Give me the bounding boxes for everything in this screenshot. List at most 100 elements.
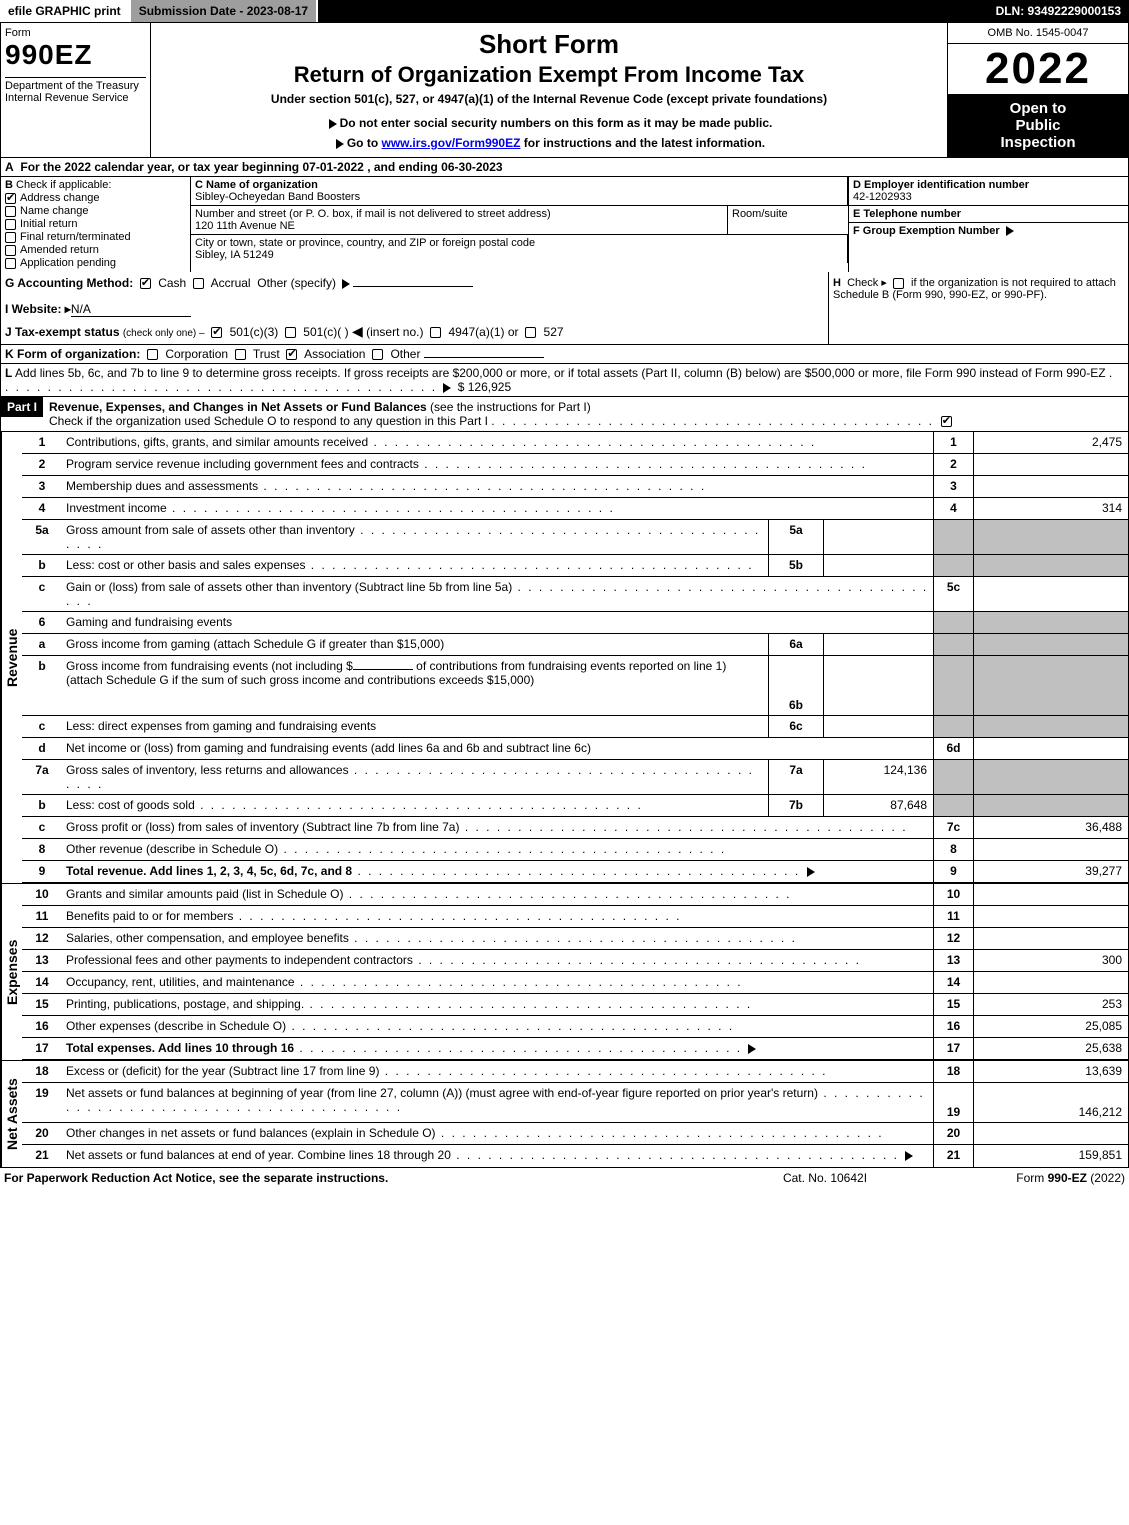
org-other-input[interactable]	[424, 357, 544, 358]
checkbox-icon[interactable]	[211, 327, 222, 338]
footer-paperwork: For Paperwork Reduction Act Notice, see …	[4, 1171, 725, 1185]
line-desc: Program service revenue including govern…	[62, 454, 933, 475]
row-k: K Form of organization: Corporation Trus…	[0, 345, 1129, 364]
line-17: 17 Total expenses. Add lines 10 through …	[22, 1038, 1128, 1060]
contrib-input[interactable]	[353, 669, 413, 670]
checkbox-icon[interactable]	[893, 278, 904, 289]
line-desc: Total revenue. Add lines 1, 2, 3, 4, 5c,…	[62, 861, 933, 882]
checkbox-icon[interactable]	[5, 232, 16, 243]
line-num: 13	[22, 950, 62, 971]
line-rval	[973, 577, 1128, 611]
revenue-vertical-label: Revenue	[1, 432, 22, 883]
grey-cell	[933, 520, 973, 554]
col-d: D Employer identification number 42-1202…	[848, 177, 1128, 272]
ein-label: D Employer identification number	[853, 179, 1124, 191]
row-l-label: L	[5, 366, 12, 380]
checkbox-icon[interactable]	[285, 327, 296, 338]
line-6a: a Gross income from gaming (attach Sched…	[22, 634, 1128, 656]
chk-application-pending[interactable]: Application pending	[5, 257, 186, 269]
line-num: 1	[22, 432, 62, 453]
triangle-icon	[336, 139, 344, 149]
line-desc: Net income or (loss) from gaming and fun…	[62, 738, 933, 759]
addr-cell: Number and street (or P. O. box, if mail…	[191, 206, 728, 234]
line-rval: 36,488	[973, 817, 1128, 838]
line-13: 13 Professional fees and other payments …	[22, 950, 1128, 972]
inspect-line2: Public	[952, 117, 1124, 134]
line-num: 7a	[22, 760, 62, 794]
line-subval	[823, 656, 933, 715]
line-6d: d Net income or (loss) from gaming and f…	[22, 738, 1128, 760]
short-form-title: Short Form	[161, 29, 937, 60]
checkbox-icon[interactable]	[5, 206, 16, 217]
line-20: 20 Other changes in net assets or fund b…	[22, 1123, 1128, 1145]
triangle-icon	[329, 119, 337, 129]
line-num: 21	[22, 1145, 62, 1167]
room-suite-cell: Room/suite	[728, 206, 848, 234]
row-gh: G Accounting Method: Cash Accrual Other …	[0, 272, 1129, 345]
other-specify-input[interactable]	[353, 286, 473, 287]
status-501c3: 501(c)(3)	[230, 325, 279, 339]
checkbox-icon[interactable]	[5, 258, 16, 269]
grey-cell	[973, 795, 1128, 816]
line-rnum: 13	[933, 950, 973, 971]
omb-number: OMB No. 1545-0047	[948, 23, 1128, 44]
line-rnum: 1	[933, 432, 973, 453]
line-subnum: 6c	[768, 716, 823, 737]
checkbox-icon[interactable]	[5, 193, 16, 204]
line-rval	[973, 884, 1128, 905]
line-num: b	[22, 795, 62, 816]
grey-cell	[933, 634, 973, 655]
status-527: 527	[544, 325, 564, 339]
line-num: c	[22, 577, 62, 611]
checkbox-icon[interactable]	[5, 219, 16, 230]
line-rnum: 21	[933, 1145, 973, 1167]
checkbox-icon[interactable]	[941, 416, 952, 427]
line-rnum: 17	[933, 1038, 973, 1059]
grey-cell	[973, 656, 1128, 715]
triangle-icon	[748, 1044, 756, 1054]
checkbox-icon[interactable]	[430, 327, 441, 338]
accounting-other: Other (specify)	[257, 276, 336, 290]
line-rval: 2,475	[973, 432, 1128, 453]
line-num: 8	[22, 839, 62, 860]
triangle-icon	[905, 1151, 913, 1161]
chk-initial-return[interactable]: Initial return	[5, 218, 186, 230]
chk-final-return[interactable]: Final return/terminated	[5, 231, 186, 243]
checkbox-icon[interactable]	[5, 245, 16, 256]
line-rval: 25,638	[973, 1038, 1128, 1059]
net-assets-section: Net Assets 18 Excess or (deficit) for th…	[0, 1060, 1129, 1168]
line-subval: 87,648	[823, 795, 933, 816]
checkbox-icon[interactable]	[525, 327, 536, 338]
checkbox-icon[interactable]	[286, 349, 297, 360]
chk-address-change[interactable]: Address change	[5, 192, 186, 204]
chk-label: Amended return	[20, 244, 99, 256]
line-num: a	[22, 634, 62, 655]
checkbox-icon[interactable]	[193, 278, 204, 289]
col-b-label: B	[5, 179, 13, 191]
line-num: 11	[22, 906, 62, 927]
efile-print-label[interactable]: efile GRAPHIC print	[0, 0, 131, 22]
line-num: c	[22, 817, 62, 838]
checkbox-icon[interactable]	[140, 278, 151, 289]
part1-subtitle: (see the instructions for Part I)	[430, 400, 591, 414]
checkbox-icon[interactable]	[372, 349, 383, 360]
chk-label: Initial return	[20, 218, 77, 230]
irs-link[interactable]: www.irs.gov/Form990EZ	[382, 136, 521, 150]
grey-cell	[973, 634, 1128, 655]
line-rval	[973, 454, 1128, 475]
chk-amended-return[interactable]: Amended return	[5, 244, 186, 256]
line-rval	[973, 906, 1128, 927]
grey-cell	[973, 760, 1128, 794]
line-5a: 5a Gross amount from sale of assets othe…	[22, 520, 1128, 555]
line-num: 12	[22, 928, 62, 949]
top-bar: efile GRAPHIC print Submission Date - 20…	[0, 0, 1129, 22]
row-h-label: H	[833, 277, 841, 289]
org-name-value: Sibley-Ocheyedan Band Boosters	[195, 191, 843, 203]
checkbox-icon[interactable]	[147, 349, 158, 360]
row-h-check: Check ▸	[847, 277, 887, 289]
checkbox-icon[interactable]	[235, 349, 246, 360]
part1-title-row: Revenue, Expenses, and Changes in Net As…	[43, 397, 1128, 431]
line-rval: 253	[973, 994, 1128, 1015]
line-11: 11 Benefits paid to or for members 11	[22, 906, 1128, 928]
chk-name-change[interactable]: Name change	[5, 205, 186, 217]
